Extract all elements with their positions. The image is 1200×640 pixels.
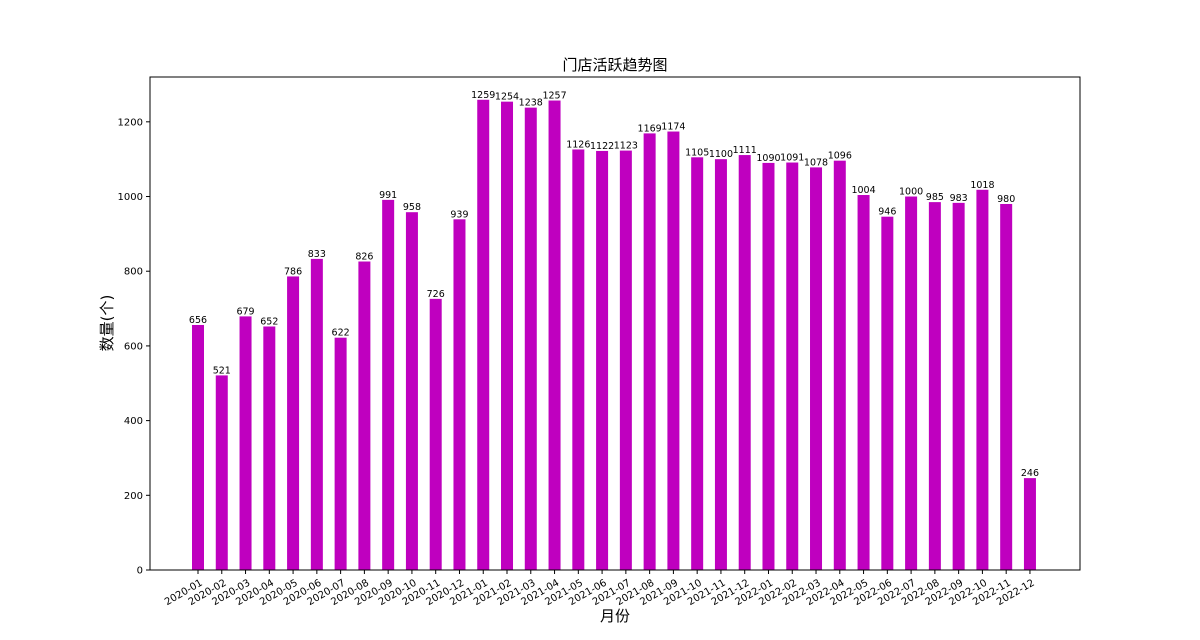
bar-2020-06: [310, 258, 323, 570]
bar-value-label: 983: [950, 193, 968, 204]
bar-value-label: 1254: [495, 92, 519, 103]
y-tick-label: 200: [124, 491, 143, 502]
bar-2022-07: [905, 196, 918, 570]
bar-2022-10: [976, 189, 989, 571]
bar-value-label: 1126: [566, 139, 590, 150]
bar-2020-10: [405, 212, 418, 570]
bar-value-label: 1100: [709, 149, 733, 160]
bar-2021-07: [619, 150, 632, 570]
bar-value-label: 1004: [851, 185, 875, 196]
bar-value-label: 1259: [471, 90, 495, 101]
bar-value-label: 1000: [899, 187, 923, 198]
bar-2022-06: [881, 216, 894, 570]
bar-value-label: 1096: [828, 151, 852, 162]
bar-value-label: 1078: [804, 157, 828, 168]
bar-value-label: 1257: [542, 91, 566, 102]
y-tick-label: 400: [124, 416, 143, 427]
bar-2022-08: [928, 202, 941, 570]
bar-value-label: 1174: [661, 122, 685, 133]
bar-value-label: 1091: [780, 153, 804, 164]
bar-value-label: 1123: [614, 141, 638, 152]
bar-value-label: 726: [427, 289, 445, 300]
bar-value-label: 946: [878, 207, 896, 218]
bar-2020-08: [358, 261, 371, 570]
bars-group: [192, 99, 1036, 571]
bar-2021-08: [643, 133, 656, 570]
bar-2020-12: [453, 219, 466, 571]
bar-2021-02: [501, 101, 514, 571]
y-tick-label: 0: [137, 566, 143, 577]
bar-2022-03: [810, 167, 823, 570]
bar-2022-11: [1000, 203, 1013, 571]
bar-value-label: 1238: [519, 98, 543, 109]
y-tick-label: 600: [124, 341, 143, 352]
bar-2020-07: [334, 337, 347, 570]
bar-2021-03: [524, 107, 537, 570]
y-tick-label: 1200: [118, 117, 143, 128]
bar-2021-09: [667, 131, 680, 570]
bar-2022-09: [952, 202, 965, 571]
bar-2021-11: [714, 159, 727, 571]
y-axis: 0 200 400 600 800 1000 1200: [118, 117, 150, 577]
bar-value-label: 786: [284, 266, 302, 277]
bar-2021-12: [738, 155, 751, 570]
bar-2020-05: [287, 276, 300, 570]
bar-value-label: 679: [236, 306, 254, 317]
x-axis-label: 月份: [600, 607, 630, 625]
bar-2022-12: [1023, 478, 1036, 570]
bar-value-label: 656: [189, 315, 207, 326]
bar-2020-03: [239, 316, 252, 570]
y-tick-label: 1000: [118, 192, 143, 203]
bar-value-label: 980: [997, 194, 1015, 205]
bar-2020-04: [263, 326, 276, 570]
bar-value-label: 985: [926, 192, 944, 203]
bar-value-label: 833: [308, 249, 326, 260]
bar-value-label: 521: [213, 365, 231, 376]
bar-value-label: 939: [450, 209, 468, 220]
bar-2021-01: [477, 99, 490, 570]
bar-2022-05: [857, 195, 870, 570]
bar-value-label: 1169: [638, 123, 662, 134]
bar-2022-01: [762, 162, 775, 570]
y-axis-label: 数量(个): [98, 295, 116, 352]
bar-2020-02: [215, 375, 228, 570]
bar-2021-10: [691, 157, 704, 571]
bar-2022-02: [786, 162, 799, 570]
bar-value-label: 1018: [970, 180, 994, 191]
chart-title: 门店活跃趋势图: [562, 56, 667, 74]
bar-2020-11: [429, 298, 442, 570]
bar-2021-05: [572, 149, 585, 570]
bar-value-label: 958: [403, 202, 421, 213]
bar-2020-09: [382, 199, 395, 570]
bar-value-label: 991: [379, 190, 397, 201]
bar-labels-group: 656 521 679 652 786 833 622 826 991 958 726 939 1259…: [189, 90, 1039, 479]
y-tick-label: 800: [124, 267, 143, 278]
bar-value-label: 246: [1021, 468, 1039, 479]
bar-value-label: 622: [332, 328, 350, 339]
bar-value-label: 1090: [756, 153, 780, 164]
bar-value-label: 1111: [733, 145, 757, 156]
bar-2022-04: [833, 160, 846, 570]
bar-2021-06: [596, 150, 609, 570]
bar-value-label: 1105: [685, 147, 709, 158]
bar-value-label: 1122: [590, 141, 614, 152]
plot-frame: [149, 76, 1081, 571]
bar-value-label: 652: [260, 316, 278, 327]
bar-2020-01: [192, 324, 204, 570]
bar-value-label: 826: [355, 252, 373, 263]
bar-2021-04: [548, 100, 561, 570]
